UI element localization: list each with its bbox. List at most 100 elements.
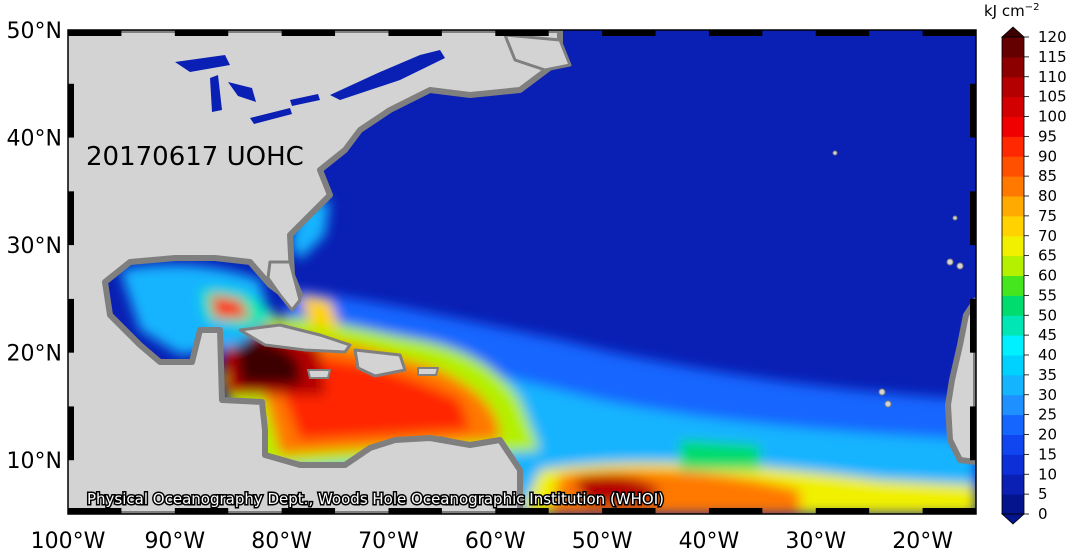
lon-tick-label: 20°W [892,529,953,550]
lon-tick-label: 30°W [785,529,846,550]
north-america-land [68,30,563,514]
colorbar-tick-label: 65 [1038,247,1057,265]
florida-land [266,260,302,312]
colorbar-swatch [1002,196,1024,217]
credit-text-shadow: Physical Oceanography Dept., Woods Hole … [87,490,664,508]
colorbar-swatch [1002,295,1024,316]
lat-tick-label: 10°N [7,449,62,474]
colorbar-swatch [1002,235,1024,257]
colorbar-tick-label: 60 [1038,267,1057,285]
frame-segment-top [708,30,763,36]
colorbar-tick-label: 45 [1038,326,1057,344]
colorbar-max-arrow [1000,26,1026,38]
colorbar-swatch [1002,176,1024,197]
date-label: 20170617 UOHC [86,142,304,172]
colorbar-tick-label: 100 [1038,108,1067,126]
colorbar-swatch [1002,454,1024,475]
jamaica-land [307,369,331,379]
colorbar-swatch [1002,156,1024,177]
cuba-land [238,323,352,354]
colorbar-tick-label: 25 [1038,406,1057,424]
lat-tick-label: 50°N [7,19,62,44]
frame-segment-top [602,30,656,36]
frame-segment-right [970,191,976,246]
colorbar-tick-label: 80 [1038,187,1057,205]
colorbar-swatch [1002,315,1024,336]
colorbar-swatch [1002,434,1024,455]
frame-segment-bottom [602,508,656,514]
colorbar-swatch [1002,215,1024,237]
great-lakes [175,55,320,124]
lat-tick-label: 20°N [7,342,62,367]
hispaniola-land [353,348,407,378]
colorbar-swatch [1002,374,1024,396]
colorbar-tick-label: 10 [1038,465,1057,483]
frame-segment-left [68,406,74,461]
frame-segment-left [68,298,74,353]
credit-text: Physical Oceanography Dept., Woods Hole … [87,490,664,508]
colorbar-tick-label: 95 [1038,127,1057,145]
colorbar-min-arrow [1000,513,1026,525]
south-america-coast [439,436,522,472]
colorbar-tick-label: 55 [1038,286,1057,304]
colorbar-unit-exp: −2 [1025,2,1040,13]
frame-segment-top [68,30,122,36]
lat-tick-label: 40°N [7,127,62,152]
colorbar-swatch [1002,56,1024,78]
colorbar-swatch [1002,136,1024,157]
lon-tick-label: 80°W [251,529,312,550]
frame-segment-top [174,30,229,36]
colorbar-tick-label: 5 [1038,485,1048,503]
colorbar-swatch [1002,335,1024,356]
frame-segment-bottom [922,508,976,514]
colorbar-swatch [1002,76,1024,98]
colorbar-swatch [1002,116,1024,137]
colorbar-swatch [1002,96,1024,117]
colorbar-tick-label: 50 [1038,306,1057,324]
colorbar-tick-label: 30 [1038,386,1057,404]
puerto-rico-land [417,367,439,376]
frame-segment-top [281,30,336,36]
colorbar-tick-label: 85 [1038,167,1057,185]
frame-segment-right [970,83,976,138]
colorbar-tick-label: 110 [1038,68,1067,86]
lon-tick-label: 50°W [572,529,633,550]
africa-land [945,297,976,465]
frame-checker [68,30,976,514]
colorbar-swatch [1002,355,1024,376]
colorbar-swatch [1002,37,1024,58]
colorbar-swatch [1002,394,1024,416]
saint-lawrence [330,50,445,100]
frame-segment-top [922,30,976,36]
longitude-labels: 100°W 90°W 80°W 70°W 60°W 50°W 40°W 30°W 20°W [31,529,954,550]
frame-segment-bottom [815,508,870,514]
lon-tick-label: 90°W [144,529,205,550]
colorbar-unit: kJ cm−2 [984,2,1040,20]
frame-segment-bottom [68,508,122,514]
frame-segment-right [970,298,976,353]
lon-tick-label: 60°W [465,529,526,550]
land [68,30,976,514]
colorbar-tick-label: 90 [1038,147,1057,165]
lon-tick-label: 100°W [31,529,106,550]
lon-tick-label: 40°W [679,529,740,550]
colorbar-tick-label: 115 [1038,48,1067,66]
colorbar-swatch [1002,474,1024,495]
colorbar-tick-label: 70 [1038,227,1057,245]
lat-tick-label: 30°N [7,234,62,259]
frame-segment-top [815,30,870,36]
frame-segment-top [495,30,549,36]
colorbar-tick-label: 40 [1038,346,1057,364]
colorbar-swatch [1002,255,1024,276]
colorbar-swatch [1002,275,1024,296]
colorbar-tick-label: 120 [1038,28,1067,46]
colorbar-unit-base: kJ cm [984,2,1025,20]
colorbar-tick-label: 105 [1038,88,1067,106]
colorbar: 0510152025303540455055606570758085909510… [1000,26,1067,525]
frame-segment-bottom [281,508,336,514]
colorbar-tick-label: 15 [1038,445,1057,463]
frame-segment-bottom [388,508,442,514]
lon-tick-label: 70°W [358,529,419,550]
colorbar-tick-label: 20 [1038,426,1057,444]
frame-segment-right [970,406,976,461]
